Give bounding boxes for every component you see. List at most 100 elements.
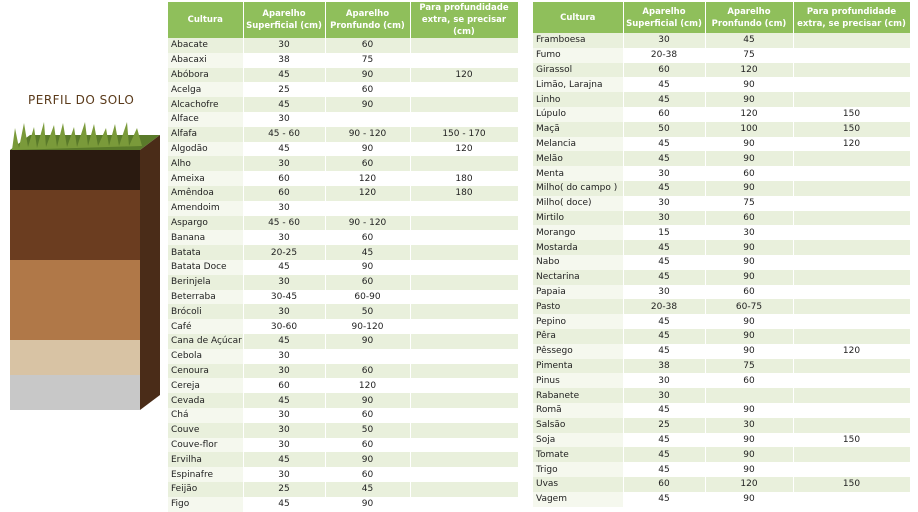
table-cell: 90 bbox=[325, 67, 411, 83]
table-cell: Couve bbox=[168, 422, 244, 438]
table-cell: Aspargo bbox=[168, 215, 244, 231]
table-cell bbox=[793, 402, 911, 418]
table-cell: Cereja bbox=[168, 378, 244, 394]
table-row: Brócoli 30 50 bbox=[168, 304, 519, 320]
column-header: Aparelho Pronfundo (cm) bbox=[325, 2, 411, 38]
table-cell: 45 bbox=[623, 269, 706, 285]
table-cell: 60 bbox=[325, 38, 411, 53]
table-cell: Acelga bbox=[168, 82, 244, 98]
table-cell: 90 bbox=[705, 328, 794, 344]
table-cell: Abacate bbox=[168, 38, 244, 53]
table-cell: 30 bbox=[243, 156, 326, 172]
table-row: Melancia 45 90 120 bbox=[533, 136, 911, 152]
table-cell: Girassol bbox=[533, 62, 624, 78]
table-cell bbox=[410, 111, 519, 127]
table-row: Cevada 45 90 bbox=[168, 393, 519, 408]
table-cell bbox=[793, 210, 911, 226]
table-cell bbox=[793, 77, 911, 93]
table-cell: 30 bbox=[243, 422, 326, 438]
table-cell: 60 bbox=[325, 274, 411, 290]
table-cell: 60 bbox=[243, 378, 326, 394]
table-cell: 45 bbox=[623, 92, 706, 107]
table-cell: 45 bbox=[623, 328, 706, 344]
table-cell: 90 - 120 bbox=[325, 126, 411, 142]
table-cell bbox=[793, 151, 911, 167]
table-cell: Fumo bbox=[533, 47, 624, 63]
table-row: Abóbora 45 90 120 bbox=[168, 67, 519, 83]
soil-illustration bbox=[10, 122, 160, 410]
table-cell: Beterraba bbox=[168, 289, 244, 305]
column-header: Cultura bbox=[168, 2, 244, 38]
table-cell: Amendoim bbox=[168, 200, 244, 216]
table-row: Pinus 30 60 bbox=[533, 373, 911, 389]
table-cell: 30 bbox=[243, 111, 326, 127]
table-cell bbox=[705, 388, 794, 403]
table-cell: 90 bbox=[705, 240, 794, 255]
table-cell: 30 bbox=[623, 388, 706, 403]
table-row: Rabanete 30 bbox=[533, 388, 911, 403]
table-cell bbox=[793, 269, 911, 285]
table-row: Alfafa 45 - 60 90 - 120 150 - 170 bbox=[168, 126, 519, 142]
table-row: Ameixa 60 120 180 bbox=[168, 171, 519, 186]
table-cell: 45 bbox=[623, 343, 706, 359]
table-cell: 60-90 bbox=[325, 289, 411, 305]
table-cell: 25 bbox=[243, 82, 326, 98]
table-row: Pasto 20-38 60-75 bbox=[533, 299, 911, 315]
table-cell: 45 bbox=[623, 240, 706, 255]
table-cell bbox=[793, 47, 911, 63]
table-cell bbox=[410, 496, 519, 512]
table-cell: 30 bbox=[243, 467, 326, 482]
table-cell bbox=[793, 358, 911, 374]
column-header: Aparelho Pronfundo (cm) bbox=[705, 2, 794, 33]
table-cell bbox=[793, 62, 911, 78]
table-cell: 120 bbox=[705, 106, 794, 122]
table-cell: Nabo bbox=[533, 254, 624, 270]
table-row: Abacate 30 60 bbox=[168, 38, 519, 53]
table-cell: Soja bbox=[533, 432, 624, 448]
table-row: Aspargo 45 - 60 90 - 120 bbox=[168, 215, 519, 231]
table-cell: 45 - 60 bbox=[243, 215, 326, 231]
table-cell: 90 bbox=[705, 432, 794, 448]
table-cell: 50 bbox=[325, 304, 411, 320]
table-cell: 45 bbox=[243, 67, 326, 83]
table-row: Mostarda 45 90 bbox=[533, 240, 911, 255]
table-cell: 60 bbox=[705, 373, 794, 389]
table-cell: 60 bbox=[325, 82, 411, 98]
table-cell: 60 bbox=[705, 166, 794, 181]
table-cell: 60 bbox=[705, 284, 794, 300]
table-cell: 90 bbox=[705, 462, 794, 477]
table-cell: 30 bbox=[243, 274, 326, 290]
table-cell: 45 bbox=[243, 452, 326, 468]
column-header: Para profundidade extra, se precisar (cm… bbox=[410, 2, 519, 38]
table-row: Cana de Açúcar 45 90 bbox=[168, 333, 519, 349]
table-cell: Rabanete bbox=[533, 388, 624, 403]
column-header: Cultura bbox=[533, 2, 624, 33]
table-row: Algodão 45 90 120 bbox=[168, 141, 519, 157]
table-cell: Chá bbox=[168, 407, 244, 423]
table-row: Salsão 25 30 bbox=[533, 417, 911, 433]
table-cell: 30 bbox=[705, 225, 794, 241]
table-cell: Lúpulo bbox=[533, 106, 624, 122]
table-row: Melão 45 90 bbox=[533, 151, 911, 167]
table-cell: 30 bbox=[243, 304, 326, 320]
table-cell: 90 bbox=[705, 254, 794, 270]
table-cell: Melão bbox=[533, 151, 624, 167]
table-cell: Cana de Açúcar bbox=[168, 333, 244, 349]
table-cell bbox=[325, 111, 411, 127]
table-cell: Algodão bbox=[168, 141, 244, 157]
table-cell bbox=[410, 156, 519, 172]
table-cell: 90 bbox=[705, 402, 794, 418]
table-cell: 90 bbox=[325, 141, 411, 157]
table-cell: 45 bbox=[623, 254, 706, 270]
table-cell: 30 bbox=[243, 38, 326, 53]
table-cell: 20-38 bbox=[623, 47, 706, 63]
table-row: Banana 30 60 bbox=[168, 230, 519, 246]
table-cell bbox=[793, 328, 911, 344]
table-row: Batata Doce 45 90 bbox=[168, 259, 519, 275]
table-cell: 50 bbox=[325, 422, 411, 438]
table-row: Tomate 45 90 bbox=[533, 447, 911, 463]
table-cell: 120 bbox=[793, 136, 911, 152]
table-row: Alcachofre 45 90 bbox=[168, 97, 519, 112]
table-row: Couve 30 50 bbox=[168, 422, 519, 438]
